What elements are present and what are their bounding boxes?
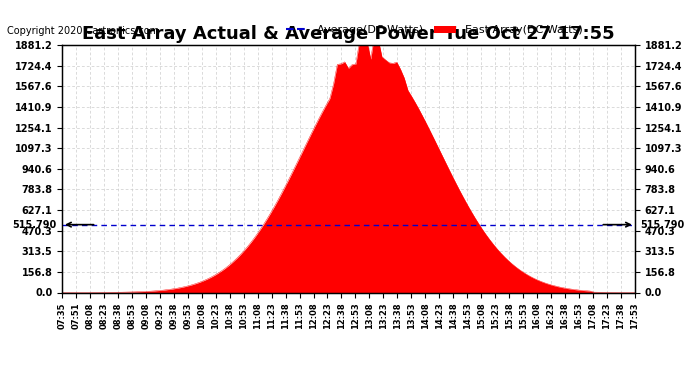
Text: 515.790: 515.790 — [12, 220, 57, 230]
Legend: Average(DC Watts), East Array(DC Watts): Average(DC Watts), East Array(DC Watts) — [282, 21, 587, 40]
Text: 515.790: 515.790 — [640, 220, 684, 230]
Title: East Array Actual & Average Power Tue Oct 27 17:55: East Array Actual & Average Power Tue Oc… — [82, 26, 615, 44]
Text: Copyright 2020 Cartronics.com: Copyright 2020 Cartronics.com — [7, 26, 159, 36]
